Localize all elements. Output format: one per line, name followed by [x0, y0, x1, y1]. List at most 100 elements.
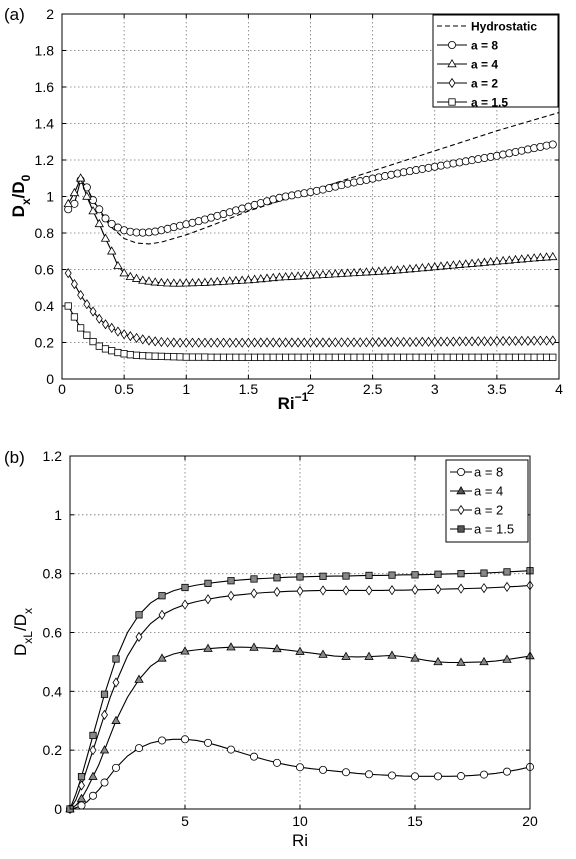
data-point	[319, 353, 327, 361]
legend-label: a = 2	[471, 77, 498, 91]
data-point	[150, 277, 160, 286]
data-point	[231, 275, 241, 285]
data-point	[417, 263, 428, 272]
y-tick-label: 0.8	[43, 566, 63, 582]
data-point	[88, 771, 98, 780]
data-point	[112, 655, 120, 663]
legend-label: a = 4	[471, 58, 498, 72]
data-point	[398, 264, 409, 273]
panel-a-grid	[62, 14, 559, 379]
data-point	[95, 313, 103, 324]
data-point	[461, 259, 471, 268]
data-point	[434, 584, 442, 595]
data-point	[300, 353, 308, 361]
data-point	[296, 573, 304, 581]
data-point	[479, 770, 488, 779]
legend-item: a = 8	[450, 465, 503, 480]
data-point	[364, 651, 374, 660]
data-point	[355, 267, 365, 276]
data-point	[455, 353, 464, 361]
data-point	[280, 271, 291, 281]
data-point	[158, 609, 166, 620]
data-point	[319, 572, 327, 580]
data-point	[295, 763, 304, 772]
data-point	[381, 353, 389, 361]
panel-b-x-axis-label: Ri	[292, 831, 308, 850]
legend-marker	[456, 467, 465, 476]
data-point	[181, 583, 189, 592]
data-point	[132, 351, 141, 359]
data-point	[95, 342, 103, 350]
panel-b-frame	[69, 455, 531, 810]
data-point	[312, 270, 322, 279]
data-point	[468, 353, 476, 361]
data-point	[523, 253, 533, 262]
data-point	[220, 337, 228, 348]
panel-a-y-axis-label: Dx/D0	[9, 174, 33, 217]
data-point	[356, 353, 364, 361]
data-point	[200, 277, 210, 286]
data-point	[387, 771, 396, 780]
data-point	[387, 337, 395, 348]
data-point	[70, 313, 79, 321]
data-point	[344, 353, 352, 361]
data-point	[365, 571, 373, 580]
data-point	[107, 246, 117, 255]
data-point	[227, 577, 235, 585]
data-point	[434, 570, 442, 578]
data-point	[250, 575, 258, 583]
data-point	[135, 631, 143, 643]
data-point	[406, 336, 414, 348]
data-point	[296, 585, 304, 597]
data-point	[473, 258, 483, 267]
data-point	[529, 253, 539, 262]
x-tick-label: 3.5	[487, 381, 507, 397]
data-point	[474, 353, 482, 361]
panel-a-legend: Hydrostatic a = 8 a = 4 a = 2 a = 1.5	[432, 14, 559, 110]
data-point	[288, 337, 296, 348]
data-point	[411, 584, 419, 595]
data-point	[388, 571, 396, 579]
y-tick-label: 1.6	[35, 79, 55, 95]
data-point	[114, 326, 122, 337]
data-point	[207, 353, 215, 361]
legend-item: a = 2	[437, 77, 498, 91]
legend-marker	[457, 504, 465, 516]
data-point	[272, 758, 281, 767]
data-point	[300, 337, 308, 348]
data-point	[449, 336, 457, 347]
data-point	[257, 337, 265, 348]
legend-label: a = 1.5	[474, 522, 514, 537]
data-point	[114, 348, 122, 357]
data-point	[336, 268, 347, 277]
data-point	[431, 353, 439, 361]
legend-item: a = 4	[450, 484, 503, 499]
data-point	[535, 252, 546, 261]
data-point	[313, 337, 321, 348]
data-point	[232, 353, 240, 361]
data-point	[244, 337, 252, 348]
data-point	[410, 653, 420, 662]
legend-marker	[447, 41, 456, 50]
data-point	[319, 337, 327, 348]
data-point	[344, 337, 352, 348]
data-point	[182, 337, 190, 348]
panel-b-ticks: 5 10 15 20 0 0.2 0.4 0.6 0.8 1 1.2	[43, 448, 538, 829]
data-point	[503, 568, 511, 576]
x-tick-label: 15	[407, 813, 423, 829]
data-point	[504, 255, 514, 264]
legend-label: a = 2	[474, 503, 503, 518]
x-tick-label: 1.5	[239, 381, 259, 397]
data-point	[243, 275, 254, 284]
data-point	[474, 336, 482, 347]
data-point	[102, 319, 109, 330]
data-point	[350, 353, 358, 361]
data-point	[549, 353, 557, 361]
data-point	[70, 278, 78, 290]
data-point	[144, 276, 154, 285]
data-point	[468, 336, 476, 347]
data-point	[100, 233, 111, 242]
data-point	[512, 335, 519, 346]
y-tick-label: 0.4	[35, 298, 55, 314]
x-tick-label: 10	[292, 813, 308, 829]
